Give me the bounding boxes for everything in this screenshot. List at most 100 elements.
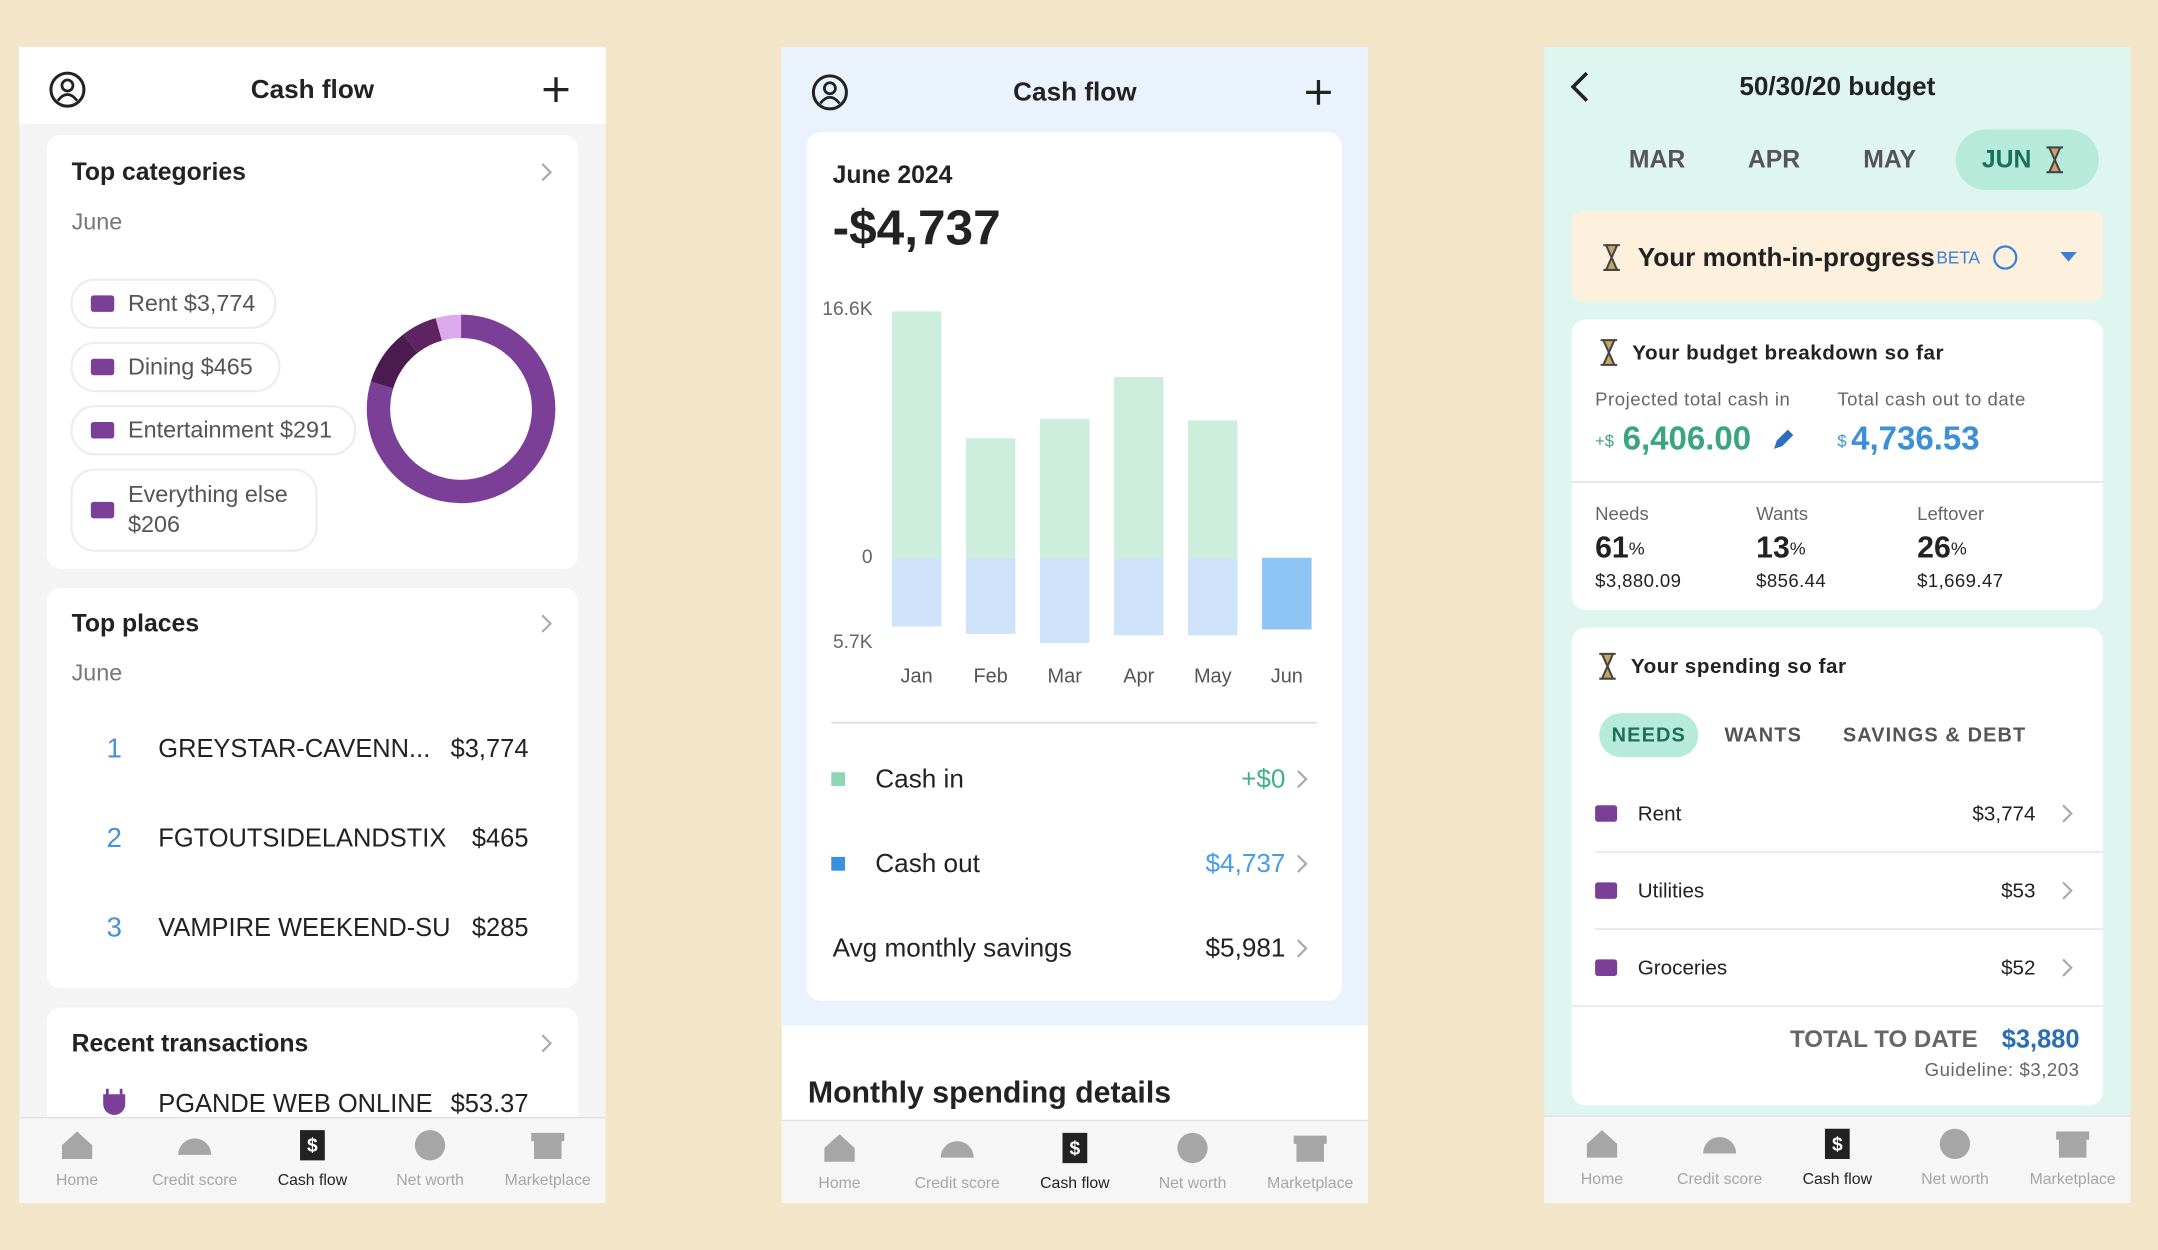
back-button[interactable] — [1570, 71, 1589, 102]
nav-icon[interactable] — [1177, 1132, 1208, 1164]
month-tab-active — [1955, 129, 2099, 191]
hourglass-icon — [1599, 652, 1616, 680]
legend-swatch — [831, 856, 846, 871]
nav-label[interactable]: Credit score — [1677, 1171, 1762, 1188]
row-icon — [1595, 959, 1618, 976]
legend-label[interactable]: Cash out — [875, 848, 980, 878]
beta-badge: BETA — [1936, 247, 1980, 267]
section-title: Top places — [72, 611, 200, 638]
x-tick-label: Feb — [973, 666, 1007, 688]
chevron[interactable] — [541, 163, 553, 182]
nav-label[interactable]: Marketplace — [505, 1172, 591, 1189]
nav-icon[interactable] — [1703, 1136, 1737, 1154]
nav-icon[interactable] — [940, 1141, 974, 1158]
nav-label[interactable]: Cash flow — [1040, 1175, 1110, 1192]
nav-label[interactable]: Net worth — [1159, 1175, 1227, 1192]
bucket-name: Wants — [1756, 503, 1808, 524]
spending-tab[interactable]: NEEDS — [1612, 725, 1686, 747]
nav-icon[interactable] — [1939, 1128, 1971, 1159]
nav-icon[interactable] — [300, 1130, 325, 1161]
bucket-amount: $3,880.09 — [1595, 570, 1681, 591]
transaction-name: PGANDE WEB ONLINE — [158, 1090, 432, 1118]
bar — [1039, 418, 1090, 558]
profile-body — [56, 93, 79, 102]
profile-head — [60, 78, 75, 93]
row-amount: $53 — [2001, 879, 2035, 902]
chevron[interactable] — [541, 1034, 553, 1053]
nav-label[interactable]: Net worth — [396, 1172, 464, 1189]
place-amount: $285 — [472, 914, 529, 942]
category-chip[interactable] — [70, 278, 277, 329]
edit-icon[interactable] — [1774, 429, 1794, 449]
expand-toggle[interactable] — [2060, 252, 2077, 262]
bucket-percent-value: 26 — [1917, 531, 1951, 564]
profile-icon[interactable] — [811, 74, 848, 111]
profile-icon[interactable] — [49, 71, 86, 108]
month-tab[interactable]: MAY — [1863, 147, 1916, 174]
category-amount: $206 — [128, 511, 180, 537]
bucket-percent-unit: % — [1790, 538, 1806, 558]
month-tab[interactable]: APR — [1748, 147, 1800, 174]
month-tab[interactable]: JUN — [1982, 147, 2032, 174]
summary-value: +$0 — [1241, 763, 1285, 793]
nav-icon[interactable] — [1293, 1135, 1327, 1162]
section-period: June — [72, 208, 123, 234]
chevron[interactable] — [541, 614, 553, 633]
row-name[interactable]: Rent — [1638, 802, 1682, 825]
nav-label[interactable]: Cash flow — [1803, 1171, 1873, 1188]
nav-icon[interactable] — [2056, 1131, 2090, 1158]
chevron[interactable] — [1297, 770, 1308, 789]
legend-label[interactable]: Cash in — [875, 763, 964, 793]
spending-tab[interactable]: WANTS — [1724, 725, 1802, 747]
add-button[interactable] — [1306, 79, 1331, 105]
nav-label[interactable]: Home — [818, 1175, 860, 1192]
chevron[interactable] — [2062, 958, 2073, 977]
place-name: VAMPIRE WEEKEND-SU — [158, 914, 450, 942]
help-icon[interactable] — [1993, 245, 2018, 270]
nav-label[interactable]: Credit score — [152, 1172, 237, 1189]
nav-icon[interactable] — [1824, 1128, 1850, 1159]
chevron[interactable] — [1297, 854, 1308, 873]
nav-label[interactable]: Cash flow — [278, 1172, 348, 1189]
nav-icon[interactable] — [414, 1130, 446, 1161]
nav-icon[interactable] — [531, 1132, 565, 1159]
header-title: 50/30/20 budget — [1739, 71, 1935, 101]
nav-icon[interactable] — [1586, 1130, 1618, 1158]
category-icon — [90, 358, 115, 376]
card — [1571, 627, 2103, 1106]
category-chip[interactable] — [70, 468, 318, 552]
nav-icon[interactable] — [1062, 1132, 1088, 1164]
nav-label[interactable]: Net worth — [1921, 1171, 1989, 1188]
summary-label[interactable]: Avg monthly savings — [833, 933, 1072, 963]
chevron[interactable] — [2062, 881, 2073, 900]
bucket-name: Leftover — [1917, 503, 1984, 524]
summary-value: $4,737 — [1206, 848, 1286, 878]
month-tab[interactable]: MAR — [1629, 147, 1686, 174]
row-name[interactable]: Groceries — [1638, 957, 1727, 980]
spending-tab[interactable]: SAVINGS & DEBT — [1843, 725, 2026, 747]
category-amount: $465 — [201, 353, 253, 379]
chevron[interactable] — [1297, 939, 1308, 958]
nav-icon-glyph: $ — [1070, 1138, 1081, 1159]
category-chip[interactable] — [70, 405, 357, 456]
nav-icon[interactable] — [178, 1138, 212, 1155]
banner — [1571, 210, 2103, 302]
summary-value: $5,981 — [1206, 933, 1286, 963]
add-button[interactable] — [543, 77, 569, 103]
nav-label[interactable]: Credit score — [915, 1175, 1000, 1192]
nav-label[interactable]: Marketplace — [1267, 1175, 1353, 1192]
donut-segment — [403, 318, 443, 354]
bar — [891, 311, 942, 558]
category-chip[interactable] — [70, 341, 281, 393]
nav-label[interactable]: Marketplace — [2030, 1171, 2116, 1188]
row-name[interactable]: Utilities — [1638, 879, 1704, 902]
nav-label[interactable]: Home — [1581, 1171, 1623, 1188]
bucket-percent-unit: % — [1629, 538, 1645, 558]
bucket-amount: $856.44 — [1756, 570, 1826, 591]
x-tick-label: Jan — [901, 666, 933, 688]
chevron[interactable] — [2062, 804, 2073, 823]
transaction-amount: $53.37 — [451, 1090, 529, 1118]
nav-label[interactable]: Home — [56, 1172, 98, 1189]
